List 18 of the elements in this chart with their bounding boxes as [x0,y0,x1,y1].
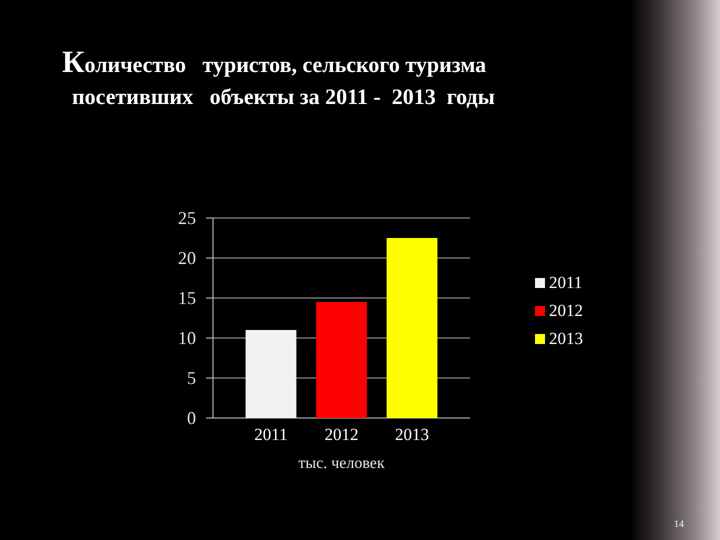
legend-label: 2011 [549,273,582,292]
bar [246,330,296,418]
x-axis-title: тыс. человек [298,455,385,472]
y-tick-label: 25 [178,208,196,228]
text: 14 [674,519,684,530]
text: 2013 [395,425,430,444]
y-tick-label: 15 [178,288,196,308]
text: 2011 [254,425,288,444]
y-tick-label: 5 [187,368,196,388]
bar [316,302,367,418]
y-tick-label: 0 [187,408,196,428]
y-tick-label: 20 [178,248,196,268]
legend-label: 2013 [549,329,583,348]
legend-label: 2012 [549,301,583,320]
bar [386,238,438,418]
chart-title: Количество туристов, сельского туризма посетивших объекты за 2011 - 2013 годы [62,44,495,109]
text: 2012 [324,425,358,444]
y-tick-label: 10 [178,328,196,348]
